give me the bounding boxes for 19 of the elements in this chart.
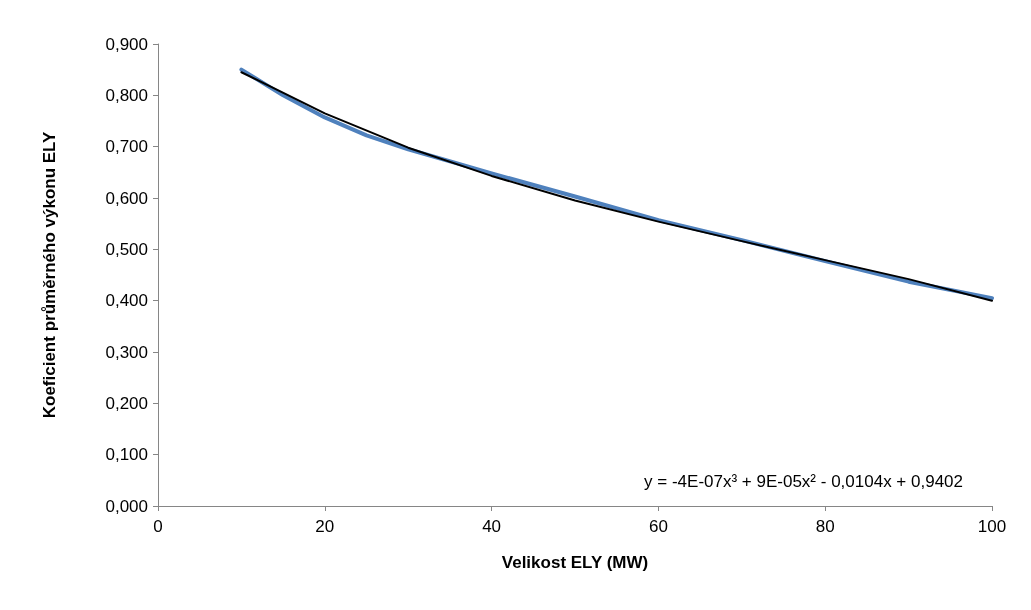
- y-tick-label: 0,400: [105, 291, 148, 311]
- y-tick-label: 0,500: [105, 239, 148, 259]
- y-axis-title: Koeficient průměrného výkonu ELY: [40, 131, 59, 419]
- x-tick-label: 100: [977, 517, 1007, 536]
- y-tick-label: 0,000: [105, 496, 148, 516]
- x-axis-title: Velikost ELY (MW): [501, 553, 649, 572]
- x-tick-label: 80: [815, 517, 835, 536]
- y-tick-label: 0,200: [105, 393, 148, 413]
- y-tick-label: 0,700: [105, 137, 148, 157]
- y-tick-label: 0,600: [105, 188, 148, 208]
- y-tick-label: 0,900: [105, 34, 148, 54]
- y-tick-label: 0,100: [105, 445, 148, 465]
- x-tick-label: 20: [315, 517, 335, 536]
- annotation: y = -4E-07x³ + 9E-05x² - 0,0104x + 0,9402: [644, 472, 963, 491]
- x-tick-label: 40: [482, 517, 502, 536]
- x-tick-label: 60: [648, 517, 668, 536]
- y-tick-label: 0,800: [105, 85, 148, 105]
- y-tick-label: 0,300: [105, 342, 148, 362]
- x-tick-label: 0: [153, 517, 163, 536]
